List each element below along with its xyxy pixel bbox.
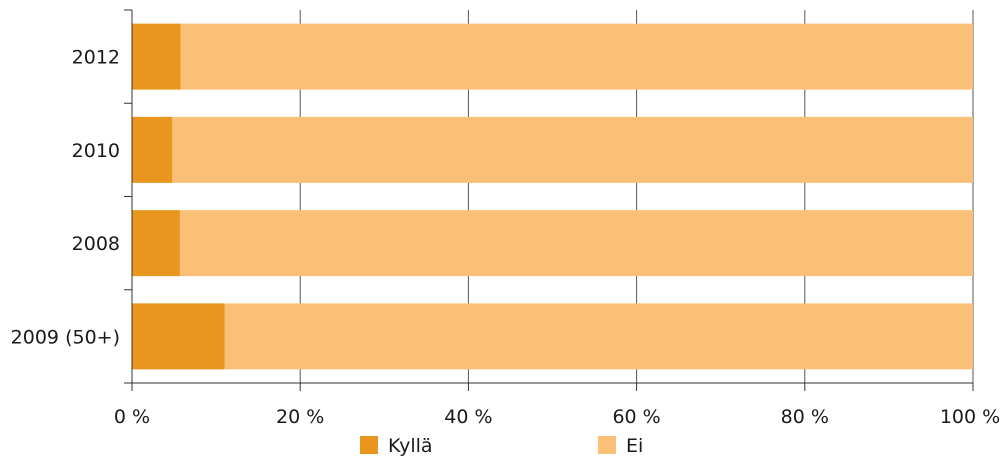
bar-kylla-3 — [132, 303, 225, 370]
x-tick-label: 0 % — [114, 406, 150, 428]
bar-ei-0 — [180, 23, 973, 90]
legend-swatch-ei — [598, 436, 616, 454]
bar-kylla-2 — [132, 210, 180, 277]
x-tick-label: 80 % — [781, 406, 829, 428]
x-tick-label: 20 % — [276, 406, 324, 428]
x-tick-label: 100 % — [940, 406, 1000, 428]
x-tick-label: 60 % — [612, 406, 660, 428]
legend-label-ei: Ei — [626, 435, 643, 457]
bar-ei-1 — [172, 116, 974, 183]
category-label: 2010 — [72, 140, 120, 162]
bar-kylla-0 — [132, 23, 181, 90]
bar-ei-2 — [179, 210, 973, 277]
bar-kylla-1 — [132, 116, 173, 183]
category-label: 2012 — [72, 47, 120, 69]
legend-swatch-kylla — [360, 436, 378, 454]
category-label: 2008 — [72, 233, 120, 255]
bar-ei-3 — [224, 303, 973, 370]
legend-label-kylla: Kyllä — [388, 435, 433, 457]
category-label: 2009 (50+) — [11, 326, 120, 348]
x-tick-label: 40 % — [444, 406, 492, 428]
